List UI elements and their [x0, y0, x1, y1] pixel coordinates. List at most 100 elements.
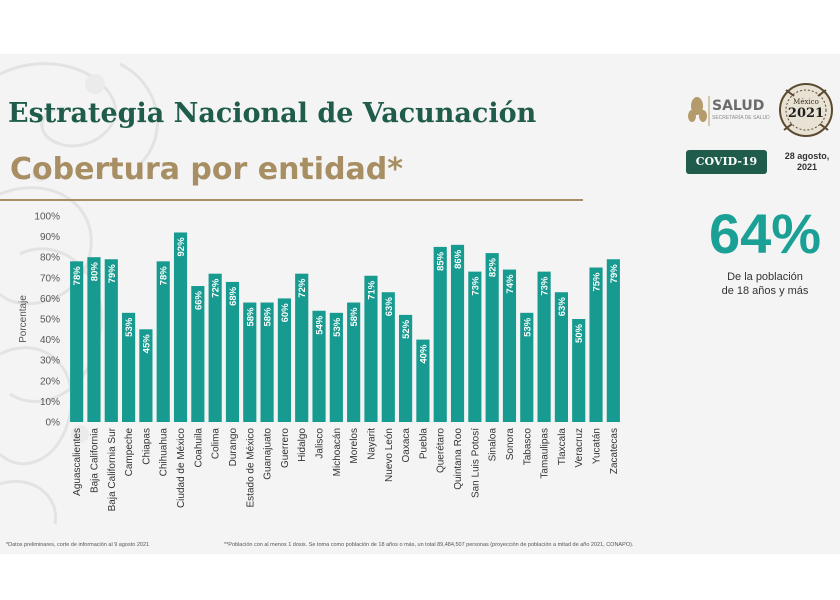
bar [122, 312, 136, 422]
x-category-label: Guanajuato [263, 428, 274, 480]
y-tick-label: 80% [40, 253, 60, 264]
bar [433, 246, 447, 422]
bar-value-label: 63% [384, 297, 395, 317]
x-category-label: Quintana Roo [453, 428, 464, 490]
x-category-label: Querétaro [436, 428, 447, 473]
bar-value-label: 72% [297, 278, 308, 298]
covid-badge: COVID-19 [686, 150, 767, 174]
seal-year: 2021 [788, 106, 824, 121]
bar [260, 302, 274, 422]
footnote-preliminary: *Datos preliminares, corte de informació… [6, 542, 150, 548]
bar [329, 312, 343, 422]
bar-value-label: 54% [315, 315, 326, 335]
footnote-population: **Población con al menos 1 dosis. Se tom… [224, 542, 634, 548]
bar-value-label: 72% [211, 278, 222, 298]
bar-value-label: 60% [280, 303, 291, 323]
x-category-label: Michoacán [332, 428, 343, 476]
bar-value-label: 45% [141, 334, 152, 354]
x-category-label: Chiapas [141, 428, 152, 465]
bar-value-label: 52% [401, 319, 412, 339]
x-category-label: Oaxaca [401, 428, 412, 463]
x-category-label: Baja California [89, 428, 100, 493]
x-category-label: Zacatecas [609, 428, 620, 474]
bar [70, 261, 84, 422]
bar-value-label: 73% [470, 276, 481, 296]
x-category-label: Jalisco [315, 428, 326, 459]
slide: Estrategia Nacional de Vacunación Cobert… [0, 54, 840, 554]
report-date: 28 agosto, 2021 [780, 151, 834, 173]
bar [537, 271, 551, 422]
bar-value-label: 71% [366, 280, 377, 300]
bar [606, 259, 620, 422]
bar [156, 261, 170, 422]
bar [104, 259, 118, 422]
bar-value-label: 92% [176, 237, 187, 257]
bar [468, 271, 482, 422]
bar-value-label: 63% [557, 297, 568, 317]
bar [520, 312, 534, 422]
subtitle-rule [0, 199, 583, 201]
bar-value-label: 78% [159, 266, 170, 286]
x-category-label: San Luis Potosí [470, 428, 481, 498]
x-category-label: Sonora [505, 428, 516, 461]
bar [347, 302, 361, 422]
seal-country: México [793, 98, 819, 106]
x-category-label: Coahuila [193, 428, 204, 468]
x-category-label: Nayarit [366, 428, 377, 460]
bar-value-label: 80% [89, 262, 100, 282]
x-category-label: Tabasco [522, 428, 533, 466]
bar-value-label: 50% [574, 323, 585, 343]
x-category-label: Durango [228, 428, 239, 467]
bar-value-label: 58% [263, 307, 274, 327]
bar [225, 281, 240, 422]
x-category-label: Baja California Sur [107, 427, 118, 511]
caption-line1: De la población [727, 271, 803, 283]
x-category-label: Veracruz [574, 428, 585, 467]
bar [572, 319, 586, 422]
y-tick-label: 10% [40, 397, 60, 408]
y-tick-label: 30% [40, 356, 60, 367]
bar-value-label: 79% [609, 264, 620, 284]
bar [502, 269, 517, 422]
x-category-label: Aguascalientes [72, 428, 83, 496]
bar-value-label: 73% [540, 276, 551, 296]
y-tick-label: 90% [40, 232, 60, 243]
coverage-bar-chart: 0% 10% 20% 30% 40% 50% 60% 70% 80% 90% 100% Porcent… [18, 212, 620, 511]
bar-value-label: 53% [332, 317, 343, 337]
bar [208, 273, 222, 422]
y-tick-label: 100% [34, 212, 60, 223]
bar [485, 253, 499, 422]
bar [243, 302, 257, 422]
x-category-label: Hidalgo [297, 428, 308, 462]
bar-value-label: 79% [107, 264, 118, 284]
bar-value-label: 86% [453, 249, 464, 269]
bar [87, 257, 101, 422]
page-subtitle: Cobertura por entidad* [10, 152, 403, 187]
bar-value-label: 78% [72, 266, 83, 286]
y-tick-label: 70% [40, 273, 60, 284]
x-category-label: Guerrero [280, 428, 291, 468]
bar-value-label: 85% [436, 251, 447, 271]
x-category-label: Chihuahua [159, 428, 170, 477]
bar [450, 244, 465, 422]
y-tick-label: 0% [46, 418, 61, 429]
y-tick-label: 40% [40, 335, 60, 346]
salud-logo-icon [688, 96, 710, 126]
x-category-label: Colima [211, 428, 222, 460]
bar-value-label: 66% [193, 290, 204, 310]
x-category-label: Tamaulipas [540, 428, 551, 479]
bar [554, 292, 568, 422]
page-title: Estrategia Nacional de Vacunación [8, 98, 537, 129]
bar [295, 273, 309, 422]
x-category-label: Tlaxcala [557, 428, 568, 466]
bar [312, 310, 326, 422]
coverage-total-caption: De la población de 18 años y más [700, 270, 830, 298]
salud-name: SALUD [712, 98, 765, 114]
bar [139, 329, 153, 422]
report-date-line1: 28 agosto, [784, 151, 830, 161]
x-category-label: Estado de México [245, 428, 256, 508]
y-tick-label: 20% [40, 376, 60, 387]
bar-value-label: 68% [228, 286, 239, 306]
x-category-label: Yucatán [592, 428, 603, 464]
bar [173, 232, 188, 422]
